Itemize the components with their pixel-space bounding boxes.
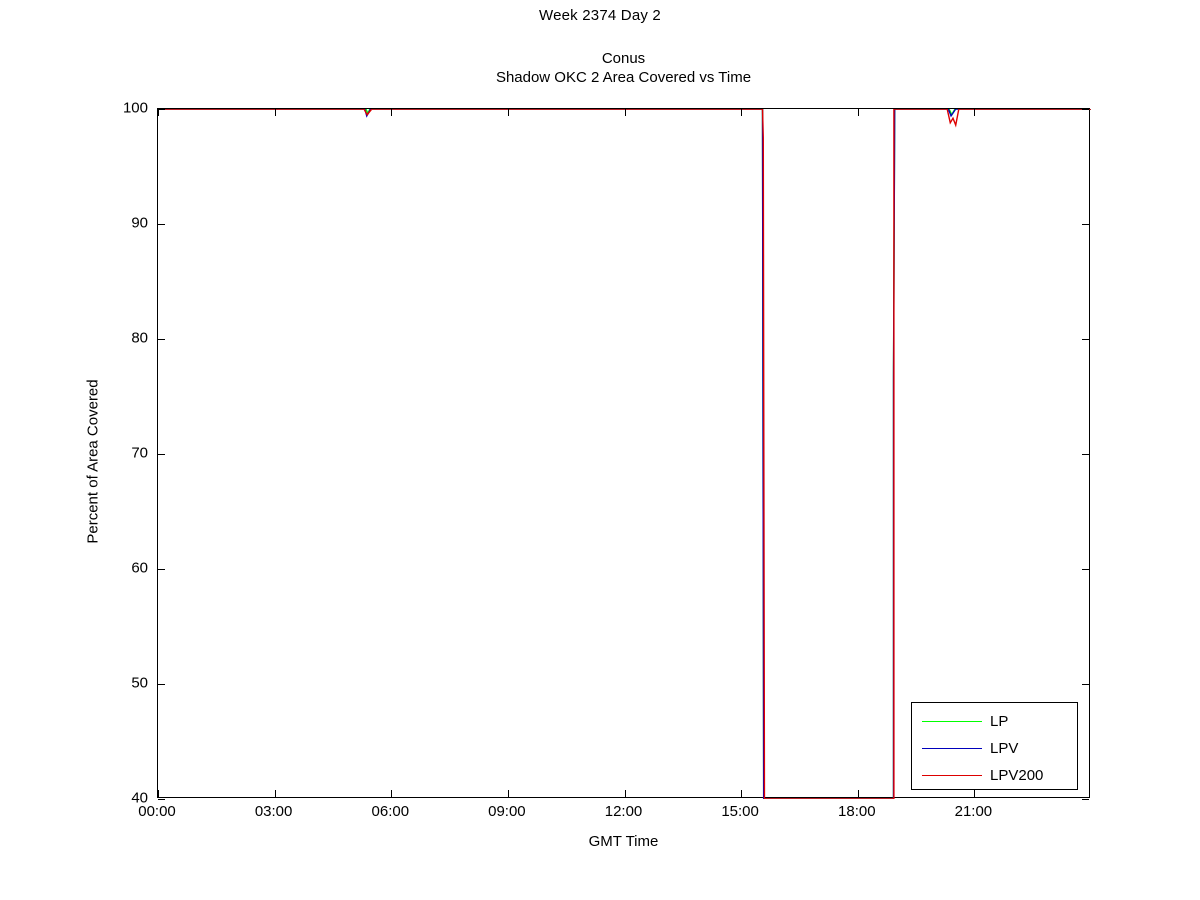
x-tick-label: 06:00 bbox=[371, 803, 410, 820]
y-tick-label: 40 bbox=[131, 789, 148, 807]
x-tick-mark bbox=[974, 790, 976, 797]
x-tick-mark bbox=[624, 790, 626, 797]
x-tick-mark bbox=[158, 790, 159, 797]
x-tick-label: 03:00 bbox=[254, 803, 293, 820]
y-tick-mark bbox=[158, 569, 165, 570]
x-tick-mark bbox=[158, 109, 159, 116]
legend-label: LPV200 bbox=[990, 766, 1044, 784]
y-tick-label: 60 bbox=[131, 559, 148, 577]
x-tick-label: 15:00 bbox=[721, 803, 759, 820]
y-tick-mark bbox=[158, 684, 165, 685]
legend-label: LPV bbox=[990, 739, 1019, 757]
x-tick-mark bbox=[974, 109, 976, 116]
y-tick-label: 90 bbox=[131, 214, 148, 232]
y-tick-mark bbox=[1082, 454, 1089, 455]
x-tick-mark bbox=[507, 109, 509, 116]
y-tick-mark bbox=[1082, 799, 1089, 800]
chart-title: Shadow OKC 2 Area Covered vs Time bbox=[495, 69, 752, 86]
x-tick-mark bbox=[741, 109, 743, 116]
x-tick-mark bbox=[624, 109, 626, 116]
legend-swatch-lpv bbox=[922, 747, 982, 749]
y-tick-mark bbox=[158, 454, 165, 455]
series-line-lpv200 bbox=[158, 109, 1091, 799]
x-tick-mark bbox=[274, 790, 276, 797]
x-tick-label: 12:00 bbox=[604, 803, 643, 820]
x-tick-mark bbox=[857, 790, 859, 797]
chart-legend[interactable]: LP LPV LPV200 bbox=[911, 702, 1078, 790]
y-axis-label: Percent of Area Covered bbox=[84, 379, 102, 544]
legend-item-lpv200[interactable]: LPV200 bbox=[912, 761, 1079, 789]
y-tick-mark bbox=[158, 799, 165, 800]
legend-item-lp[interactable]: LP bbox=[912, 707, 1079, 735]
y-tick-mark bbox=[158, 109, 165, 110]
x-tick-mark bbox=[391, 790, 393, 797]
x-tick-mark bbox=[741, 790, 743, 797]
legend-swatch-lpv200 bbox=[922, 774, 982, 776]
x-tick-mark bbox=[274, 109, 276, 116]
x-tick-mark bbox=[857, 109, 859, 116]
y-tick-mark bbox=[1082, 109, 1089, 110]
series-line-lp bbox=[158, 109, 1091, 799]
x-tick-mark bbox=[391, 109, 393, 116]
plot-area bbox=[157, 108, 1091, 800]
series-line-lpv bbox=[158, 109, 1091, 799]
x-tick-label: 00:00 bbox=[138, 803, 176, 820]
x-tick-mark bbox=[507, 790, 509, 797]
y-tick-mark bbox=[1082, 684, 1089, 685]
legend-label: LP bbox=[990, 712, 1009, 730]
figure-suptitle: Week 2374 Day 2 bbox=[539, 7, 661, 24]
x-tick-label: 18:00 bbox=[838, 803, 876, 820]
y-tick-mark bbox=[1082, 339, 1089, 340]
y-tick-label: 100 bbox=[122, 99, 148, 117]
legend-item-lpv[interactable]: LPV bbox=[912, 734, 1079, 762]
y-tick-label: 70 bbox=[131, 444, 148, 462]
chart-subtitle: Conus bbox=[601, 50, 646, 67]
x-axis-label: GMT Time bbox=[588, 833, 659, 850]
y-tick-mark bbox=[158, 339, 165, 340]
x-tick-label: 09:00 bbox=[488, 803, 526, 820]
y-tick-mark bbox=[1082, 569, 1089, 570]
y-tick-mark bbox=[158, 224, 165, 225]
y-tick-label: 50 bbox=[131, 674, 148, 692]
y-tick-label: 80 bbox=[131, 329, 148, 347]
x-tick-label: 21:00 bbox=[954, 803, 993, 820]
legend-swatch-lp bbox=[922, 720, 982, 722]
chart-data-layer bbox=[158, 109, 1091, 799]
y-tick-mark bbox=[1082, 224, 1089, 225]
chart-title-block: Conus Shadow OKC 2 Area Covered vs Time bbox=[157, 49, 1090, 87]
